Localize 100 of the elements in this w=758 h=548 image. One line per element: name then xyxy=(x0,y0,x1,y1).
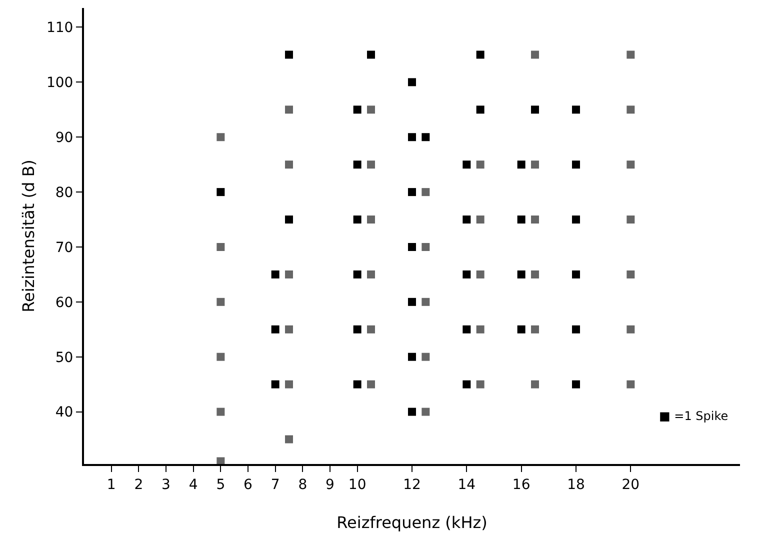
y-axis-title: Reizintensität (d B) xyxy=(18,160,38,312)
point xyxy=(422,188,430,196)
point xyxy=(517,216,526,224)
point xyxy=(285,216,293,224)
x-tick-label: 20 xyxy=(622,476,640,493)
x-tick-label: 6 xyxy=(244,476,253,493)
point xyxy=(626,380,635,388)
point xyxy=(408,188,416,196)
point xyxy=(367,216,375,224)
point xyxy=(422,242,430,251)
point xyxy=(626,160,635,169)
y-tick-label: 40 xyxy=(55,404,74,421)
x-tick-label: 2 xyxy=(134,476,144,493)
point xyxy=(408,242,416,251)
point xyxy=(367,160,375,169)
x-tick-label: 9 xyxy=(326,476,334,493)
point xyxy=(408,408,416,416)
point xyxy=(367,106,375,114)
point xyxy=(367,325,375,334)
point xyxy=(271,325,280,334)
point xyxy=(462,380,471,388)
point xyxy=(531,106,539,114)
point xyxy=(476,325,484,334)
point xyxy=(517,270,526,278)
point xyxy=(285,50,293,59)
point xyxy=(626,50,635,59)
point xyxy=(531,325,539,334)
point xyxy=(285,106,293,114)
x-tick-label: 8 xyxy=(298,476,308,493)
point xyxy=(367,50,375,59)
x-tick-label: 4 xyxy=(188,476,198,493)
point xyxy=(572,325,580,334)
y-tick-label: 80 xyxy=(55,184,74,201)
point xyxy=(462,216,471,224)
point xyxy=(476,50,484,59)
point xyxy=(462,160,471,169)
point xyxy=(353,216,362,224)
point xyxy=(531,216,539,224)
point xyxy=(531,50,539,59)
point xyxy=(626,216,635,224)
point xyxy=(353,325,362,334)
point xyxy=(408,133,416,142)
point xyxy=(626,325,635,334)
x-tick-label: 10 xyxy=(348,476,366,493)
point xyxy=(476,216,484,224)
point xyxy=(626,106,635,114)
point xyxy=(572,106,580,114)
point xyxy=(572,380,580,388)
y-tick-label: 50 xyxy=(55,350,74,366)
point xyxy=(353,380,362,388)
point xyxy=(285,325,293,334)
x-tick-label: 7 xyxy=(270,476,280,493)
point xyxy=(476,270,484,278)
point xyxy=(216,352,225,361)
point xyxy=(572,160,580,169)
point xyxy=(353,160,362,169)
y-tick-label: 100 xyxy=(46,75,74,92)
point xyxy=(626,270,635,278)
point xyxy=(367,380,375,388)
point xyxy=(572,270,580,278)
point xyxy=(285,270,293,278)
point xyxy=(408,298,416,306)
point xyxy=(517,325,526,334)
x-tick-label: 12 xyxy=(403,476,421,493)
point xyxy=(216,242,225,251)
y-tick-label: 60 xyxy=(55,294,74,311)
x-tick-label: 1 xyxy=(106,476,116,493)
point xyxy=(531,160,539,169)
point xyxy=(367,270,375,278)
x-tick-label: 5 xyxy=(216,476,226,493)
point xyxy=(285,380,293,388)
point xyxy=(216,408,225,416)
point xyxy=(216,188,225,196)
x-tick-label: 3 xyxy=(162,476,170,493)
annotation: ■ =1 Spike xyxy=(659,409,728,423)
point xyxy=(531,270,539,278)
point xyxy=(216,298,225,306)
point xyxy=(422,352,430,361)
point xyxy=(476,106,484,114)
point xyxy=(408,352,416,361)
point xyxy=(476,160,484,169)
point xyxy=(271,380,280,388)
point xyxy=(422,133,430,142)
point xyxy=(353,270,362,278)
point xyxy=(353,106,362,114)
point xyxy=(572,216,580,224)
point xyxy=(422,298,430,306)
point xyxy=(422,408,430,416)
point xyxy=(216,133,225,142)
point xyxy=(517,160,526,169)
x-tick-label: 16 xyxy=(512,476,530,493)
point xyxy=(271,270,280,278)
y-tick-label: 110 xyxy=(46,20,74,36)
point xyxy=(285,435,293,444)
point xyxy=(462,325,471,334)
y-tick-label: 90 xyxy=(55,130,74,146)
x-tick-label: 14 xyxy=(458,476,476,493)
x-tick-label: 18 xyxy=(567,476,585,493)
point xyxy=(531,380,539,388)
point xyxy=(408,78,416,86)
